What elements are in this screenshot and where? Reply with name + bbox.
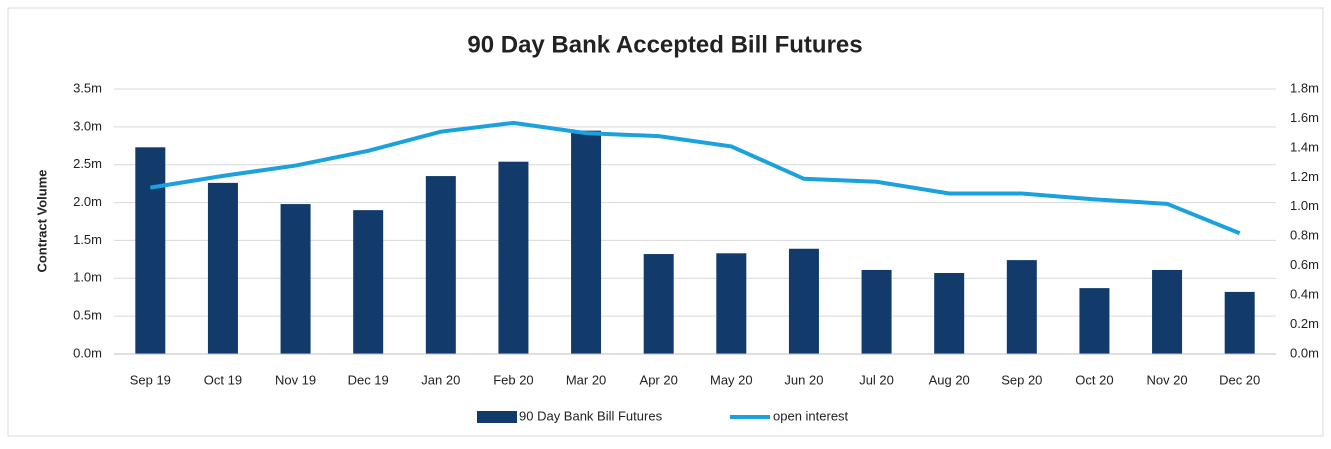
x-tick-label: May 20 [710,372,753,387]
x-tick-label: Nov 19 [275,372,316,387]
y2-tick-label: 0.4m [1290,287,1319,302]
x-tick-label: Apr 20 [640,372,678,387]
bar [571,130,602,354]
line [149,120,1241,236]
y2-tick-label: 1.0m [1290,198,1319,213]
y2-tick-label: 0.0m [1290,345,1319,360]
bar [934,272,965,354]
bar [280,204,311,354]
bar [643,254,674,354]
y-tick-label: 0.5m [73,308,102,323]
x-tick-label: Mar 20 [566,372,606,387]
x-tick-label: Nov 20 [1146,372,1187,387]
x-tick-label: Oct 20 [1075,372,1113,387]
y2-tick-label: 0.8m [1290,228,1319,243]
bar [716,253,747,354]
bar [1079,288,1110,354]
y2-tick-label: 1.2m [1290,169,1319,184]
y-tick-label: 1.5m [73,232,102,247]
y2-tick-label: 0.6m [1290,257,1319,272]
x-tick-label: Oct 19 [204,372,242,387]
legend-label: open interest [773,408,849,423]
bar [425,176,456,354]
y2-tick-label: 1.4m [1290,139,1319,154]
y-axis-label: Contract Volume [34,169,49,272]
legend-label: 90 Day Bank Bill Futures [519,408,663,423]
bar [788,248,819,354]
y-tick-label: 0.0m [73,345,102,360]
bar [207,182,238,354]
y-tick-label: 3.0m [73,118,102,133]
y2-tick-label: 1.6m [1290,110,1319,125]
x-tick-label: Feb 20 [493,372,533,387]
x-tick-label: Dec 20 [1219,372,1260,387]
y-tick-label: 2.5m [73,156,102,171]
bar [353,210,384,354]
x-tick-label: Dec 19 [348,372,389,387]
bar [1224,291,1255,354]
x-tick-label: Aug 20 [929,372,970,387]
legend-swatch [477,411,517,423]
y-tick-label: 2.0m [73,194,102,209]
x-tick-label: Sep 19 [130,372,171,387]
x-tick-label: Jul 20 [859,372,894,387]
bar [861,269,892,354]
x-tick-label: Jun 20 [784,372,823,387]
x-tick-label: Jan 20 [421,372,460,387]
x-tick-label: Sep 20 [1001,372,1042,387]
y2-tick-label: 1.8m [1290,80,1319,95]
y-tick-label: 3.5m [73,80,102,95]
y2-tick-label: 0.2m [1290,316,1319,331]
bar [135,147,166,354]
bar [498,161,529,354]
y-tick-label: 1.0m [73,270,102,285]
bar [1152,269,1183,354]
bar [1006,260,1037,354]
chart-title: 90 Day Bank Accepted Bill Futures [467,31,862,58]
